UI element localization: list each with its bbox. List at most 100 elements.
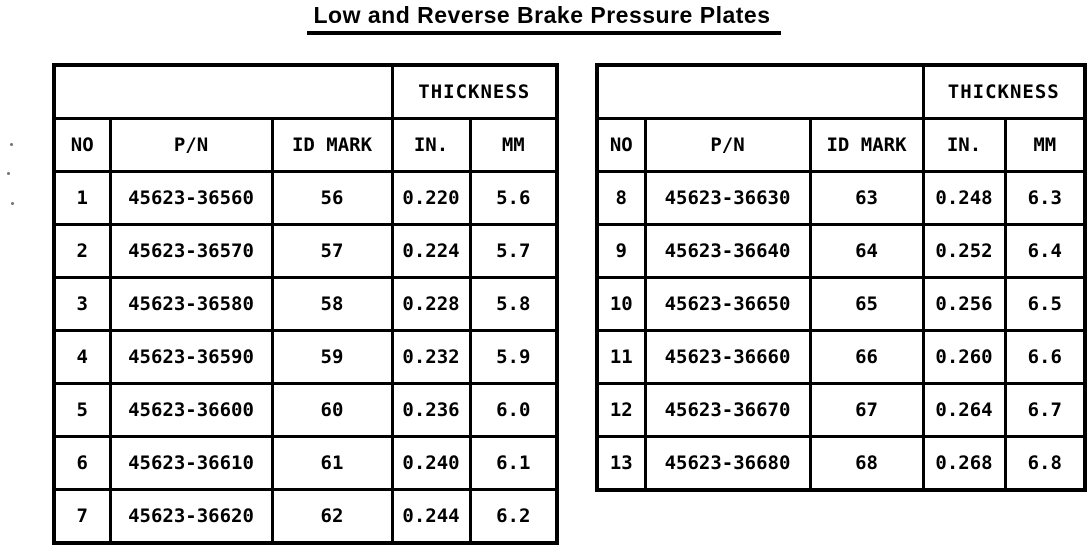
pn-cell: 45623-36620: [108, 488, 274, 545]
no-cell: 4: [52, 329, 112, 385]
idmark-cell: 67: [808, 382, 925, 438]
title-row: Low and Reverse Brake Pressure Plates: [0, 2, 1088, 35]
table-row: 2 45623-36570 57 0.224 5.7: [52, 223, 559, 279]
in-cell: 0.224: [390, 223, 472, 279]
no-cell: 13: [595, 435, 647, 492]
in-cell: 0.264: [921, 382, 1007, 438]
idmark-cell: 61: [270, 435, 394, 491]
in-cell: 0.244: [390, 488, 472, 545]
pn-cell: 45623-36590: [108, 329, 274, 385]
mm-cell: 5.6: [468, 170, 559, 226]
table-row: 10 45623-36650 65 0.256 6.5: [595, 276, 1087, 332]
blank-header-cell: [52, 63, 394, 120]
table-row: 4 45623-36590 59 0.232 5.9: [52, 329, 559, 385]
pn-cell: 45623-36680: [643, 435, 812, 492]
in-cell: 0.236: [390, 382, 472, 438]
no-cell: 8: [595, 170, 647, 226]
col-header-idmark: ID MARK: [270, 117, 394, 173]
mm-cell: 6.4: [1003, 223, 1087, 279]
no-cell: 1: [52, 170, 112, 226]
idmark-cell: 59: [270, 329, 394, 385]
table-row: 8 45623-36630 63 0.248 6.3: [595, 170, 1087, 226]
col-header-pn: P/N: [643, 117, 812, 173]
pn-cell: 45623-36580: [108, 276, 274, 332]
blank-header-cell: [595, 63, 925, 120]
page-title: Low and Reverse Brake Pressure Plates: [307, 2, 781, 35]
pn-cell: 45623-36560: [108, 170, 274, 226]
scan-speck: [7, 172, 10, 175]
idmark-cell: 64: [808, 223, 925, 279]
column-header-row: NO P/N ID MARK IN. MM: [52, 117, 559, 173]
no-cell: 6: [52, 435, 112, 491]
in-cell: 0.256: [921, 276, 1007, 332]
tables-container: THICKNESS NO P/N ID MARK IN. MM 1 45623-3…: [52, 63, 1088, 545]
mm-cell: 6.2: [468, 488, 559, 545]
mm-cell: 6.7: [1003, 382, 1087, 438]
pn-cell: 45623-36650: [643, 276, 812, 332]
in-cell: 0.228: [390, 276, 472, 332]
no-cell: 10: [595, 276, 647, 332]
col-header-in: IN.: [390, 117, 472, 173]
column-header-row: NO P/N ID MARK IN. MM: [595, 117, 1087, 173]
in-cell: 0.268: [921, 435, 1007, 492]
mm-cell: 5.8: [468, 276, 559, 332]
scan-speck: [10, 143, 13, 146]
thickness-band-row: THICKNESS: [595, 63, 1087, 120]
pn-cell: 45623-36630: [643, 170, 812, 226]
col-header-in: IN.: [921, 117, 1007, 173]
thickness-header: THICKNESS: [921, 63, 1087, 120]
idmark-cell: 57: [270, 223, 394, 279]
pn-cell: 45623-36640: [643, 223, 812, 279]
mm-cell: 6.1: [468, 435, 559, 491]
in-cell: 0.220: [390, 170, 472, 226]
pn-cell: 45623-36610: [108, 435, 274, 491]
col-header-pn: P/N: [108, 117, 274, 173]
idmark-cell: 58: [270, 276, 394, 332]
mm-cell: 6.8: [1003, 435, 1087, 492]
in-cell: 0.260: [921, 329, 1007, 385]
table-row: 6 45623-36610 61 0.240 6.1: [52, 435, 559, 491]
mm-cell: 5.9: [468, 329, 559, 385]
col-header-no: NO: [52, 117, 112, 173]
no-cell: 9: [595, 223, 647, 279]
no-cell: 7: [52, 488, 112, 545]
mm-cell: 6.5: [1003, 276, 1087, 332]
idmark-cell: 63: [808, 170, 925, 226]
idmark-cell: 60: [270, 382, 394, 438]
col-header-mm: MM: [468, 117, 559, 173]
no-cell: 2: [52, 223, 112, 279]
in-cell: 0.252: [921, 223, 1007, 279]
table-row: 1 45623-36560 56 0.220 5.6: [52, 170, 559, 226]
idmark-cell: 68: [808, 435, 925, 492]
col-header-mm: MM: [1003, 117, 1087, 173]
no-cell: 5: [52, 382, 112, 438]
scan-speck: [11, 202, 14, 205]
mm-cell: 5.7: [468, 223, 559, 279]
table-row: 12 45623-36670 67 0.264 6.7: [595, 382, 1087, 438]
mm-cell: 6.3: [1003, 170, 1087, 226]
table-row: 5 45623-36600 60 0.236 6.0: [52, 382, 559, 438]
left-table-body: 1 45623-36560 56 0.220 5.6 2 45623-36570 57 0.22…: [52, 170, 559, 545]
pn-cell: 45623-36670: [643, 382, 812, 438]
in-cell: 0.248: [921, 170, 1007, 226]
pn-cell: 45623-36570: [108, 223, 274, 279]
mm-cell: 6.0: [468, 382, 559, 438]
table-row: 7 45623-36620 62 0.244 6.2: [52, 488, 559, 545]
col-header-idmark: ID MARK: [808, 117, 925, 173]
idmark-cell: 65: [808, 276, 925, 332]
pn-cell: 45623-36660: [643, 329, 812, 385]
pressure-plate-table-right: THICKNESS NO P/N ID MARK IN. MM 8 45623-3…: [595, 63, 1088, 492]
no-cell: 11: [595, 329, 647, 385]
in-cell: 0.232: [390, 329, 472, 385]
no-cell: 12: [595, 382, 647, 438]
idmark-cell: 62: [270, 488, 394, 545]
idmark-cell: 66: [808, 329, 925, 385]
thickness-band-row: THICKNESS: [52, 63, 559, 120]
table-row: 3 45623-36580 58 0.228 5.8: [52, 276, 559, 332]
table-row: 9 45623-36640 64 0.252 6.4: [595, 223, 1087, 279]
idmark-cell: 56: [270, 170, 394, 226]
no-cell: 3: [52, 276, 112, 332]
table-row: 13 45623-36680 68 0.268 6.8: [595, 435, 1087, 492]
col-header-no: NO: [595, 117, 647, 173]
